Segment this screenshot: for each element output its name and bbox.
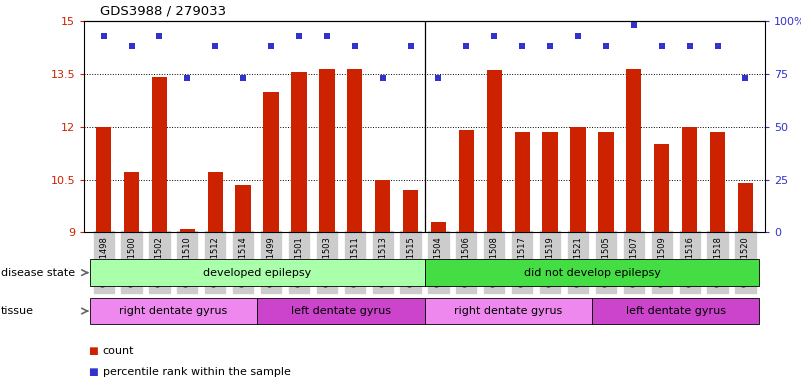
Point	[153, 33, 166, 39]
Text: developed epilepsy: developed epilepsy	[203, 268, 312, 278]
Bar	[90, 298, 257, 324]
Bar	[235, 185, 251, 232]
Point	[516, 43, 529, 50]
Text: count: count	[103, 346, 134, 356]
Bar	[264, 91, 279, 232]
Point	[739, 75, 752, 81]
Text: GDS3988 / 279033: GDS3988 / 279033	[100, 4, 226, 17]
Bar	[257, 298, 425, 324]
Bar	[487, 70, 502, 232]
Bar	[626, 69, 642, 232]
Point	[711, 43, 724, 50]
Point	[655, 43, 668, 50]
Point	[460, 43, 473, 50]
Bar	[124, 172, 139, 232]
Bar	[375, 180, 390, 232]
Point	[181, 75, 194, 81]
Point	[264, 43, 277, 50]
Bar	[710, 132, 725, 232]
Bar	[179, 229, 195, 232]
Point	[488, 33, 501, 39]
Bar	[207, 172, 223, 232]
Text: right dentate gyrus: right dentate gyrus	[119, 306, 227, 316]
Point	[237, 75, 250, 81]
Point	[292, 33, 305, 39]
Point	[376, 75, 389, 81]
Bar	[431, 222, 446, 232]
Text: percentile rank within the sample: percentile rank within the sample	[103, 367, 291, 377]
Bar	[654, 144, 670, 232]
Point	[572, 33, 585, 39]
Bar	[598, 132, 614, 232]
Bar	[592, 298, 759, 324]
Bar	[292, 72, 307, 232]
Point	[599, 43, 612, 50]
Bar	[319, 69, 335, 232]
Point	[683, 43, 696, 50]
Bar	[738, 183, 753, 232]
Text: left dentate gyrus: left dentate gyrus	[626, 306, 726, 316]
Text: ■: ■	[88, 367, 98, 377]
Bar	[425, 298, 592, 324]
Point	[405, 43, 417, 50]
Bar	[682, 127, 698, 232]
Point	[209, 43, 222, 50]
Text: tissue: tissue	[1, 306, 34, 316]
Bar	[403, 190, 418, 232]
Bar	[459, 130, 474, 232]
Bar	[425, 259, 759, 286]
Point	[348, 43, 361, 50]
Point	[97, 33, 110, 39]
Text: ■: ■	[88, 346, 98, 356]
Bar	[347, 69, 362, 232]
Text: disease state: disease state	[1, 268, 75, 278]
Text: did not develop epilepsy: did not develop epilepsy	[524, 268, 660, 278]
Bar	[151, 78, 167, 232]
Point	[320, 33, 333, 39]
Bar	[96, 127, 111, 232]
Bar	[90, 259, 425, 286]
Text: right dentate gyrus: right dentate gyrus	[454, 306, 562, 316]
Point	[544, 43, 557, 50]
Point	[432, 75, 445, 81]
Text: left dentate gyrus: left dentate gyrus	[291, 306, 391, 316]
Point	[627, 22, 640, 28]
Point	[125, 43, 138, 50]
Bar	[514, 132, 530, 232]
Bar	[570, 127, 586, 232]
Bar	[542, 132, 557, 232]
